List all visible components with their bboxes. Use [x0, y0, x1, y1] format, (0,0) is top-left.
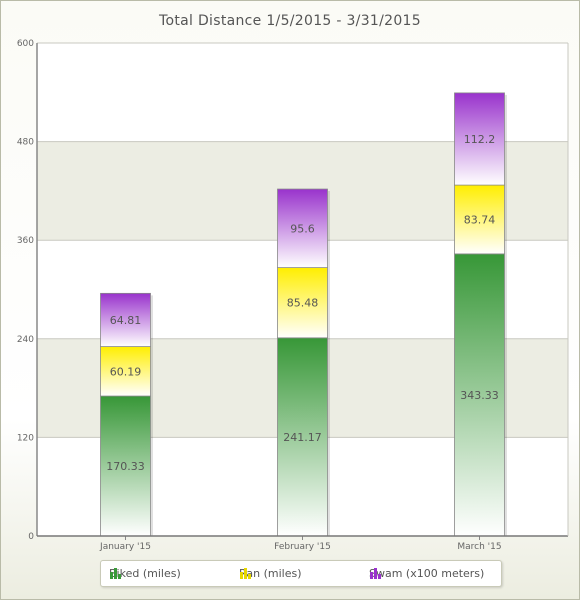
- y-tick-label: 0: [28, 532, 34, 542]
- bar-swam: [454, 92, 505, 186]
- legend-item-ran[interactable]: Ran (miles): [239, 567, 302, 580]
- legend-item-biked[interactable]: Biked (miles): [109, 567, 181, 580]
- data-label: 112.2: [464, 133, 496, 146]
- bar-ran: [277, 267, 328, 339]
- bar-chart-icon: [110, 568, 121, 579]
- y-tick-label: 120: [17, 433, 34, 443]
- legend-label-biked: Biked (miles): [109, 567, 181, 580]
- y-tick-label: 360: [17, 236, 34, 246]
- x-tick-label: March '15: [457, 542, 501, 552]
- chart-legend: Biked (miles) Ran (miles) Swam (x100 met…: [100, 560, 502, 587]
- data-label: 83.74: [464, 213, 496, 226]
- bar-biked: [454, 253, 505, 537]
- y-tick-label: 480: [17, 138, 34, 148]
- x-tick-label: January '15: [99, 542, 151, 552]
- data-label: 64.81: [110, 314, 142, 327]
- bar-chart-icon: [240, 568, 251, 579]
- data-label: 343.33: [460, 389, 499, 402]
- bar-swam: [277, 188, 328, 269]
- bar-ran: [454, 184, 505, 255]
- data-label: 95.6: [290, 222, 315, 235]
- bar-biked: [100, 395, 151, 537]
- chart-title: Total Distance 1/5/2015 - 3/31/2015: [159, 13, 421, 29]
- data-label: 60.19: [110, 365, 142, 378]
- legend-label-swam: Swam (x100 meters): [369, 567, 485, 580]
- bar-swam: [100, 292, 151, 347]
- bar-ran: [100, 346, 151, 397]
- x-tick-label: February '15: [274, 542, 331, 552]
- legend-item-swam[interactable]: Swam (x100 meters): [369, 567, 484, 580]
- y-tick-label: 600: [17, 39, 34, 49]
- data-label: 85.48: [287, 297, 319, 310]
- data-label: 241.17: [283, 431, 322, 444]
- y-tick-label: 240: [17, 335, 34, 345]
- legend-label-ran: Ran (miles): [239, 567, 302, 580]
- data-label: 170.33: [106, 460, 145, 473]
- bar-chart-icon: [370, 568, 381, 579]
